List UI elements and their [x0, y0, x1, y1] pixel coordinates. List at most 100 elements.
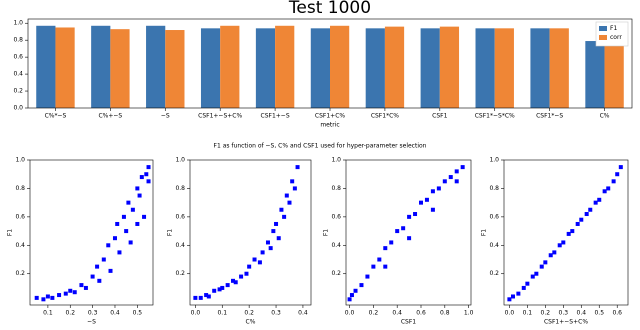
x-tick-label: 0.0: [191, 310, 201, 317]
scatter-point: [130, 207, 135, 212]
scatter-point: [90, 274, 95, 279]
scatter-point: [97, 278, 102, 283]
x-tick-label: 0.3: [88, 310, 98, 317]
scatter-point: [516, 291, 521, 296]
x-tick-label: ~S: [161, 113, 170, 120]
scatter-point: [606, 186, 611, 191]
scatter-point: [287, 200, 292, 205]
x-axis-label: metric: [320, 122, 339, 129]
y-tick-label: 0.2: [489, 270, 499, 277]
bar: [110, 29, 130, 108]
x-axis-label: C%: [246, 319, 256, 326]
scatter-point: [570, 229, 575, 234]
scatter-point: [206, 294, 211, 299]
scatter-point: [144, 172, 149, 177]
scatter-point: [50, 295, 55, 300]
scatter-point: [539, 264, 544, 269]
scatter-point: [521, 285, 526, 290]
y-tick-label: 0.2: [175, 270, 185, 277]
scatter-point: [389, 240, 394, 245]
scatter-point: [117, 250, 122, 255]
x-tick-label: 0.2: [65, 310, 75, 317]
scatter-point: [611, 179, 616, 184]
chart-title: Test 1000: [288, 0, 371, 18]
y-tick-label: 1.0: [489, 157, 499, 164]
scatter-point: [34, 295, 39, 300]
scatter-point: [146, 165, 151, 170]
x-tick-label: CSF1*~S*C%: [475, 113, 515, 120]
y-tick-label: 0.6: [175, 213, 185, 220]
bar: [146, 25, 166, 108]
bar: [55, 27, 75, 109]
scatter-point: [57, 293, 62, 298]
scatter-point: [108, 268, 113, 273]
x-tick-label: 0.3: [559, 310, 569, 317]
scatter-point: [257, 260, 262, 265]
x-tick-label: 0.1: [217, 310, 227, 317]
y-axis-label: F1: [323, 229, 330, 236]
x-tick-label: CSF1*~S: [536, 113, 563, 120]
bar: [585, 41, 605, 108]
y-tick-label: 0.0: [13, 105, 23, 112]
scatter-point: [217, 287, 222, 292]
bar: [604, 35, 624, 108]
x-tick-label: 0.0: [345, 310, 355, 317]
y-tick-label: 0.4: [331, 242, 341, 249]
y-tick-label: 0.4: [489, 242, 499, 249]
bar: [439, 26, 460, 108]
bar: [91, 25, 111, 108]
bar: [275, 25, 295, 108]
y-tick-label: 0.6: [331, 213, 341, 220]
scatter-point: [106, 243, 111, 248]
scatter-point: [424, 197, 429, 202]
y-tick-label: 0.8: [13, 37, 23, 44]
scatter-point: [395, 229, 400, 234]
scatter-point: [212, 288, 217, 293]
bar: [384, 26, 405, 108]
legend-label: F1: [610, 25, 617, 32]
y-tick-label: 0.8: [175, 185, 185, 192]
scatter-point: [220, 285, 225, 290]
scatter-point: [265, 240, 270, 245]
scatter-point: [95, 264, 100, 269]
bar: [200, 28, 221, 109]
scatter-point: [193, 295, 198, 300]
x-tick-label: 0.4: [110, 310, 120, 317]
x-tick-label: 0.6: [612, 310, 622, 317]
axes-frame: [345, 159, 472, 306]
scatter-point: [602, 189, 607, 194]
x-tick-label: 1.0: [464, 310, 474, 317]
scatter-point: [72, 290, 77, 295]
x-axis-label: ~S: [87, 319, 96, 326]
scatter-point: [282, 214, 287, 219]
axes-frame: [29, 159, 154, 306]
scatter-point: [101, 257, 106, 262]
scatter-point: [543, 260, 548, 265]
scatter-point: [359, 283, 364, 288]
bar: [330, 25, 350, 108]
scatter-point: [83, 285, 88, 290]
scatter-point: [507, 297, 512, 302]
x-tick-label: 0.2: [541, 310, 551, 317]
scatter-point: [121, 214, 126, 219]
bar: [475, 28, 495, 109]
x-tick-label: 0.2: [369, 310, 379, 317]
scatter-point: [284, 193, 289, 198]
x-axis-label: CSF1+~S+C%: [544, 319, 588, 326]
scatter-point: [584, 212, 589, 217]
scatter-point: [347, 297, 352, 302]
y-tick-label: 0.6: [489, 213, 499, 220]
y-tick-label: 0.4: [13, 71, 23, 78]
scatter-point: [365, 274, 370, 279]
bar: [494, 28, 514, 109]
scatter-point: [79, 283, 84, 288]
scatter-point: [448, 175, 453, 180]
scatter-point: [239, 274, 244, 279]
scatter-point: [112, 236, 117, 241]
scatter-point: [534, 271, 539, 276]
bar: [255, 28, 276, 109]
y-axis-label: F1: [7, 229, 14, 236]
y-tick-label: 1.0: [175, 157, 185, 164]
x-tick-label: 0.5: [594, 310, 604, 317]
